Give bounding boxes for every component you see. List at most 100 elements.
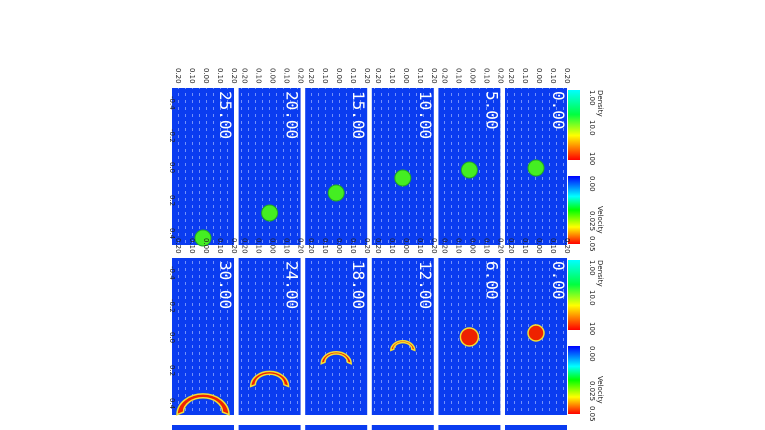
x-tick-label: 0.20	[307, 238, 315, 254]
time-label: 10.00	[416, 91, 435, 139]
time-label: 15.00	[349, 91, 368, 139]
x-tick-label: 0.10	[216, 68, 224, 84]
time-label: 18.00	[349, 261, 368, 309]
x-tick-label: 0.00	[535, 68, 543, 84]
y-tick-label: 0.4	[168, 228, 176, 240]
x-tick-label: 0.20	[241, 68, 249, 84]
y-tick-label: 0.2	[168, 365, 176, 376]
x-tick-label: 0.10	[349, 238, 357, 254]
x-tick-label: 0.20	[297, 238, 305, 254]
x-tick-label: 0.10	[283, 68, 291, 84]
x-tick-label: 0.00	[402, 68, 410, 84]
x-tick-label: 0.10	[549, 68, 557, 84]
colorbar-title: Velocity	[596, 376, 604, 403]
x-tick-label: 0.20	[563, 238, 571, 254]
colorbar-label: 100	[588, 152, 596, 165]
x-tick-label: 0.20	[307, 68, 315, 84]
x-tick-label: 0.20	[174, 68, 182, 84]
x-tick-label: 0.00	[269, 238, 277, 254]
velocity-field	[172, 258, 234, 415]
panel-cut	[371, 425, 434, 430]
x-tick-label: 0.00	[468, 238, 476, 254]
bubble	[459, 327, 480, 347]
colorbar-label: 10.0	[588, 290, 596, 306]
bubble	[527, 159, 545, 177]
x-tick-label: 0.20	[496, 238, 504, 254]
bubble	[460, 161, 478, 179]
bubble-cap	[390, 340, 416, 352]
x-tick-label: 0.20	[563, 68, 571, 84]
colorbar-label: 0.00	[588, 346, 596, 362]
colorbar-label: 0.025	[588, 211, 596, 231]
x-tick-label: 0.10	[349, 68, 357, 84]
time-label: 20.00	[283, 91, 302, 139]
x-tick-label: 0.20	[440, 68, 448, 84]
x-tick-label: 0.10	[255, 238, 263, 254]
x-tick-label: 0.00	[335, 68, 343, 84]
x-tick-label: 0.10	[283, 238, 291, 254]
time-label: 30.00	[216, 261, 235, 309]
y-tick-label: -0.4	[168, 96, 176, 110]
x-tick-label: 0.00	[202, 68, 210, 84]
colorbar-title: Density	[596, 260, 604, 287]
bubble-cap	[249, 370, 290, 388]
time-label: 5.00	[482, 91, 501, 130]
bubble-cap	[176, 393, 230, 416]
x-tick-label: 0.20	[174, 238, 182, 254]
bubble	[527, 324, 545, 342]
colorbar-label: 1.00	[588, 90, 596, 106]
x-tick-label: 0.20	[496, 68, 504, 84]
x-tick-label: 0.10	[388, 68, 396, 84]
x-tick-label: 0.10	[521, 238, 529, 254]
time-label: 12.00	[416, 261, 435, 309]
x-tick-label: 0.00	[335, 238, 343, 254]
density-colorbar	[568, 260, 580, 330]
x-tick-label: 0.10	[188, 68, 196, 84]
bubble-cap	[320, 351, 352, 365]
colorbar-label: 1.00	[588, 260, 596, 276]
x-tick-label: 0.10	[482, 68, 490, 84]
x-tick-label: 0.20	[230, 238, 238, 254]
x-tick-label: 0.20	[430, 68, 438, 84]
y-tick-label: 0.2	[168, 195, 176, 206]
y-tick-label: 0.4	[168, 398, 176, 410]
panel-cut	[305, 425, 368, 430]
time-label: 0.00	[549, 261, 568, 300]
y-tick-label: 0.0	[168, 332, 176, 343]
x-tick-label: 0.20	[374, 238, 382, 254]
time-label: 25.00	[216, 91, 235, 139]
time-label: 6.00	[482, 261, 501, 300]
x-tick-label: 0.00	[269, 68, 277, 84]
colorbar-label: 0.05	[588, 236, 596, 252]
colorbar-label: 10.0	[588, 120, 596, 136]
x-tick-label: 0.00	[202, 238, 210, 254]
velocity-field	[238, 258, 301, 415]
x-tick-label: 0.20	[374, 68, 382, 84]
x-tick-label: 0.10	[321, 238, 329, 254]
x-tick-label: 0.10	[188, 238, 196, 254]
x-tick-label: 0.20	[363, 238, 371, 254]
x-tick-label: 0.10	[549, 238, 557, 254]
x-tick-label: 0.10	[255, 68, 263, 84]
x-tick-label: 0.20	[430, 238, 438, 254]
panel-cut	[505, 425, 567, 430]
x-tick-label: 0.00	[402, 238, 410, 254]
x-tick-label: 0.20	[230, 68, 238, 84]
y-tick-label: -0.2	[168, 299, 176, 313]
velocity-field	[172, 88, 234, 245]
velocity-field	[371, 258, 434, 415]
density-colorbar	[568, 90, 580, 160]
x-tick-label: 0.10	[321, 68, 329, 84]
colorbar-label: 0.00	[588, 176, 596, 192]
bubble	[194, 229, 212, 247]
x-tick-label: 0.20	[507, 68, 515, 84]
velocity-colorbar	[568, 176, 580, 244]
x-tick-label: 0.10	[216, 238, 224, 254]
x-tick-label: 0.20	[363, 68, 371, 84]
y-tick-label: -0.2	[168, 129, 176, 143]
x-tick-label: 0.10	[416, 238, 424, 254]
x-tick-label: 0.00	[468, 68, 476, 84]
x-tick-label: 0.20	[507, 238, 515, 254]
x-tick-label: 0.10	[454, 68, 462, 84]
